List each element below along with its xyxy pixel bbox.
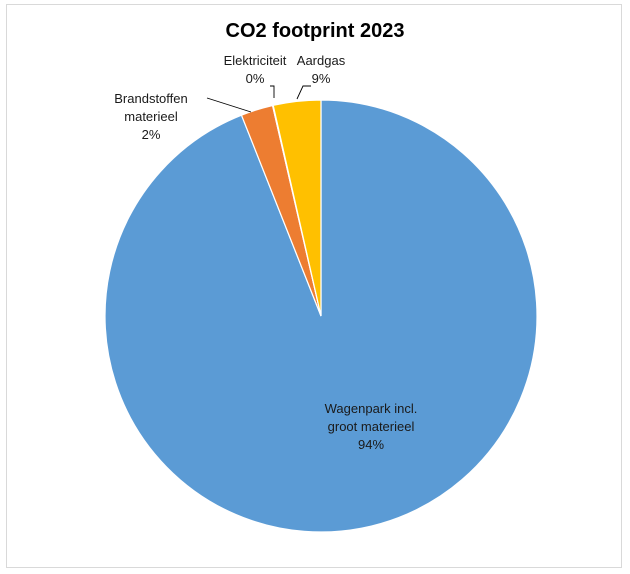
slice-label-2: Elektriciteit 0% bbox=[224, 53, 287, 86]
pie-slice-3 bbox=[272, 99, 322, 317]
leader-line-1 bbox=[206, 97, 252, 113]
chart-title: CO2 footprint 2023 bbox=[225, 20, 405, 42]
leader-line-3 bbox=[296, 85, 311, 100]
slice-label-3: Aardgas 9% bbox=[297, 53, 346, 86]
slice-label-0: Wagenpark incl. groot materieel 94% bbox=[325, 401, 418, 452]
leader-line-2 bbox=[270, 85, 275, 98]
slice-label-1: Brandstoffen materieel 2% bbox=[114, 91, 187, 142]
